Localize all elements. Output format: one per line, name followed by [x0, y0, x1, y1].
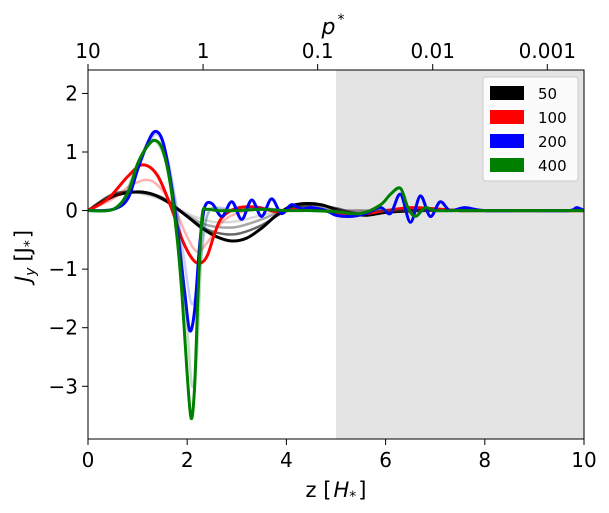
top-tick-label: 0.01 [410, 39, 455, 63]
legend: 50 100 200 400 [482, 76, 579, 182]
legend-swatch-100 [490, 110, 524, 124]
top-tick-label: 10 [75, 39, 100, 63]
top-axis-ticks: 10 1 0.1 0.01 0.001 [75, 39, 576, 70]
x-tick-label: 6 [379, 448, 392, 472]
y-axis-ticks: 2 1 0 −1 −2 −3 [49, 81, 88, 398]
legend-label-100: 100 [538, 109, 567, 127]
series-line-400 [88, 138, 584, 421]
y-tick-label: −1 [49, 257, 78, 281]
legend-label-50: 50 [538, 85, 557, 103]
series-layer [88, 129, 584, 421]
y-tick-label: −2 [49, 316, 78, 340]
top-tick-label: 0.001 [519, 39, 576, 63]
legend-label-400: 400 [538, 157, 567, 175]
legend-label-200: 200 [538, 133, 567, 151]
legend-swatch-200 [490, 134, 524, 148]
x-tick-label: 2 [181, 448, 194, 472]
x-tick-label: 10 [571, 448, 596, 472]
top-tick-label: 1 [197, 39, 210, 63]
y-tick-label: 1 [65, 140, 78, 164]
x-tick-label: 0 [82, 448, 95, 472]
legend-swatch-50 [490, 86, 524, 100]
plot-frame [87, 69, 585, 440]
top-axis-label: p * [321, 12, 345, 40]
y-axis-label: Jy[J*] [11, 230, 39, 286]
top-tick-label: 0.1 [302, 39, 334, 63]
x-axis-ticks: 0 2 4 6 8 10 [82, 439, 597, 472]
y-tick-label: 2 [65, 81, 78, 105]
y-tick-label: −3 [49, 374, 78, 398]
legend-box [482, 76, 579, 182]
legend-swatch-400 [490, 158, 524, 172]
x-tick-label: 4 [280, 448, 293, 472]
y-tick-label: 0 [65, 199, 78, 223]
x-axis-label: z [H*] [306, 478, 367, 505]
x-tick-label: 8 [478, 448, 491, 472]
